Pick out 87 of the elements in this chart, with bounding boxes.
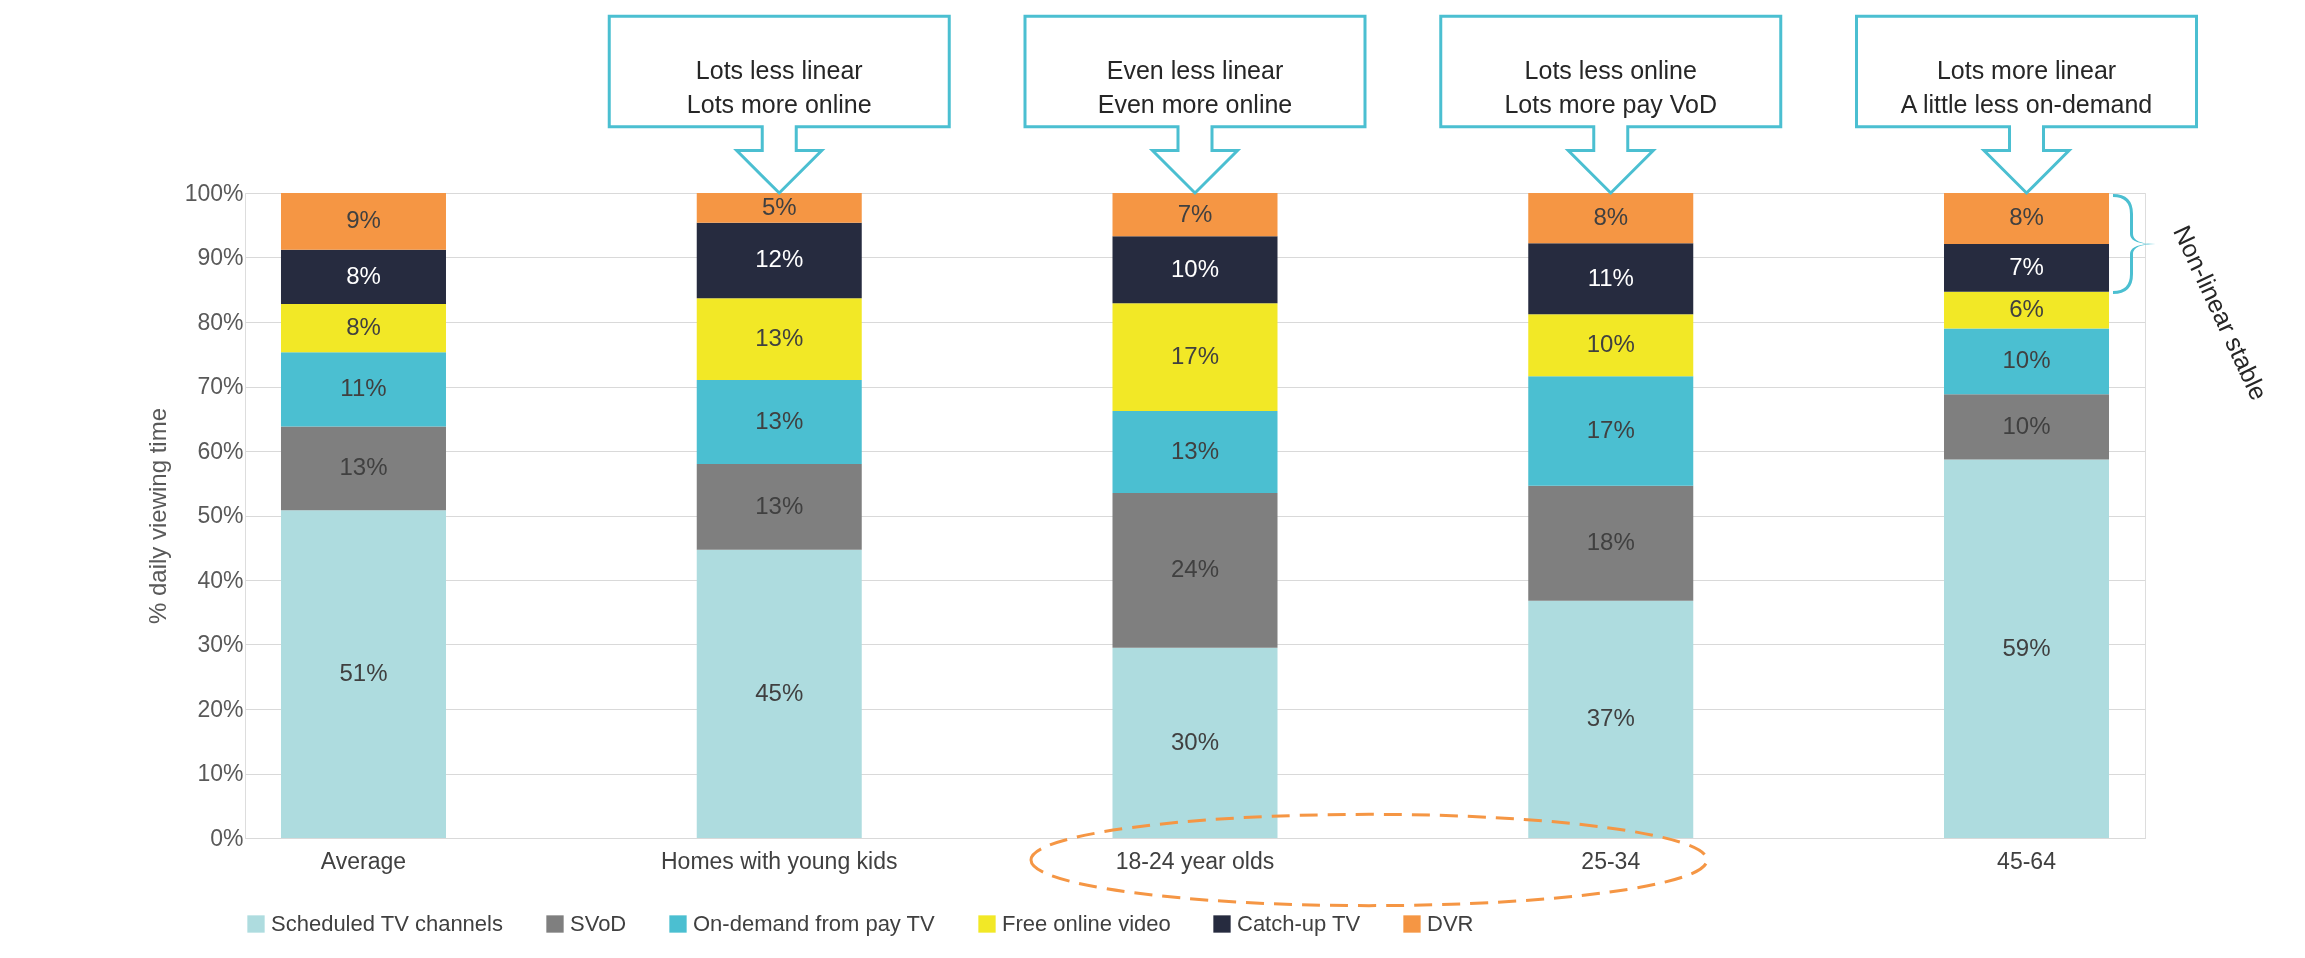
bar — [280, 510, 446, 838]
legend-label: Free online video — [1002, 911, 1171, 936]
data-label: 17% — [1586, 416, 1635, 444]
data-label: 24% — [1170, 555, 1220, 583]
bar — [1944, 459, 2110, 838]
bar — [280, 352, 446, 427]
y-tick-label: 20% — [197, 695, 244, 722]
data-label: 11% — [340, 374, 387, 402]
y-tick-label: 30% — [197, 631, 244, 657]
bar — [696, 380, 862, 464]
bar — [696, 549, 862, 838]
data-label: 8% — [346, 313, 381, 341]
bar — [1944, 243, 2110, 292]
data-label: 13% — [339, 453, 388, 481]
data-label: 12% — [755, 245, 804, 273]
data-label: 13% — [755, 491, 804, 519]
bar — [1112, 193, 1278, 237]
bar — [1528, 485, 1694, 601]
bar — [1944, 328, 2110, 395]
text: Lots less online Lots more pay VoD — [1504, 56, 1718, 118]
data-label: 8% — [2009, 203, 2044, 231]
bar — [1112, 492, 1278, 648]
data-label: 10% — [2002, 346, 2051, 374]
data-label: 6% — [2009, 295, 2044, 323]
y-tick-label: 60% — [197, 437, 244, 464]
y-tick-label: 100% — [184, 179, 244, 206]
data-label: 8% — [1593, 203, 1629, 231]
data-label: 30% — [1170, 727, 1220, 755]
legend-label: Scheduled TV channels — [271, 911, 503, 936]
data-label: 18% — [1586, 528, 1635, 556]
data-label: 17% — [1170, 342, 1220, 370]
data-label: 51% — [339, 659, 388, 687]
x-tick-label: 25-34 — [1581, 847, 1641, 874]
data-label: 11% — [1587, 263, 1634, 291]
data-label: 59% — [2002, 633, 2051, 661]
bar — [1944, 291, 2110, 329]
text: Lots more linear A little less on-demand — [1900, 56, 2153, 118]
data-label: 8% — [346, 261, 381, 289]
legend-label: Catch-up TV — [1237, 911, 1361, 936]
data-label: 7% — [2009, 252, 2044, 280]
data-label: 13% — [755, 406, 804, 434]
bar — [1528, 376, 1694, 486]
bar — [280, 303, 446, 353]
bar — [1944, 394, 2110, 460]
data-label: 7% — [1177, 199, 1213, 227]
y-axis-title: % daily viewing time — [143, 407, 171, 625]
text: Even less linear Even more online — [1097, 56, 1293, 118]
data-label: 37% — [1586, 704, 1635, 732]
bar — [1528, 600, 1694, 838]
y-tick-label: 40% — [197, 566, 244, 593]
bar — [696, 222, 862, 299]
legend-label: SVoD — [570, 911, 627, 936]
data-label: 9% — [346, 206, 381, 234]
bar — [1112, 411, 1278, 493]
text: Lots less linear Lots more online — [686, 56, 872, 118]
x-tick-label: Average — [320, 847, 407, 874]
bar — [1112, 303, 1278, 412]
data-label: 5% — [761, 192, 797, 220]
bar — [1112, 647, 1278, 838]
data-label: 10% — [2002, 411, 2051, 439]
y-tick-label: 50% — [197, 502, 244, 528]
x-tick-label: Homes with young kids — [661, 847, 898, 874]
bar — [1112, 236, 1278, 304]
bar — [1528, 243, 1694, 315]
data-label: 10% — [1586, 330, 1635, 358]
data-label: 10% — [1170, 254, 1220, 282]
bar — [1528, 314, 1694, 377]
bar — [1528, 193, 1694, 244]
legend-label: DVR — [1427, 911, 1474, 936]
y-tick-label: 80% — [197, 308, 244, 335]
y-tick-label: 10% — [197, 760, 244, 786]
data-label: 45% — [755, 678, 804, 706]
bar — [1944, 193, 2110, 244]
y-tick-label: 70% — [197, 373, 244, 399]
bar — [696, 193, 862, 223]
legend-label: On-demand from pay TV — [693, 911, 936, 936]
data-label: 13% — [1170, 436, 1220, 464]
data-label: 13% — [755, 324, 804, 352]
bar — [696, 298, 862, 381]
y-tick-label: 0% — [210, 824, 244, 851]
bar — [280, 426, 446, 511]
bar — [280, 193, 446, 250]
bar — [280, 249, 446, 304]
y-tick-label: 90% — [197, 244, 244, 270]
x-tick-label: 45-64 — [1997, 847, 2057, 874]
x-tick-label: 18-24 year olds — [1115, 847, 1275, 874]
bar — [696, 463, 862, 550]
